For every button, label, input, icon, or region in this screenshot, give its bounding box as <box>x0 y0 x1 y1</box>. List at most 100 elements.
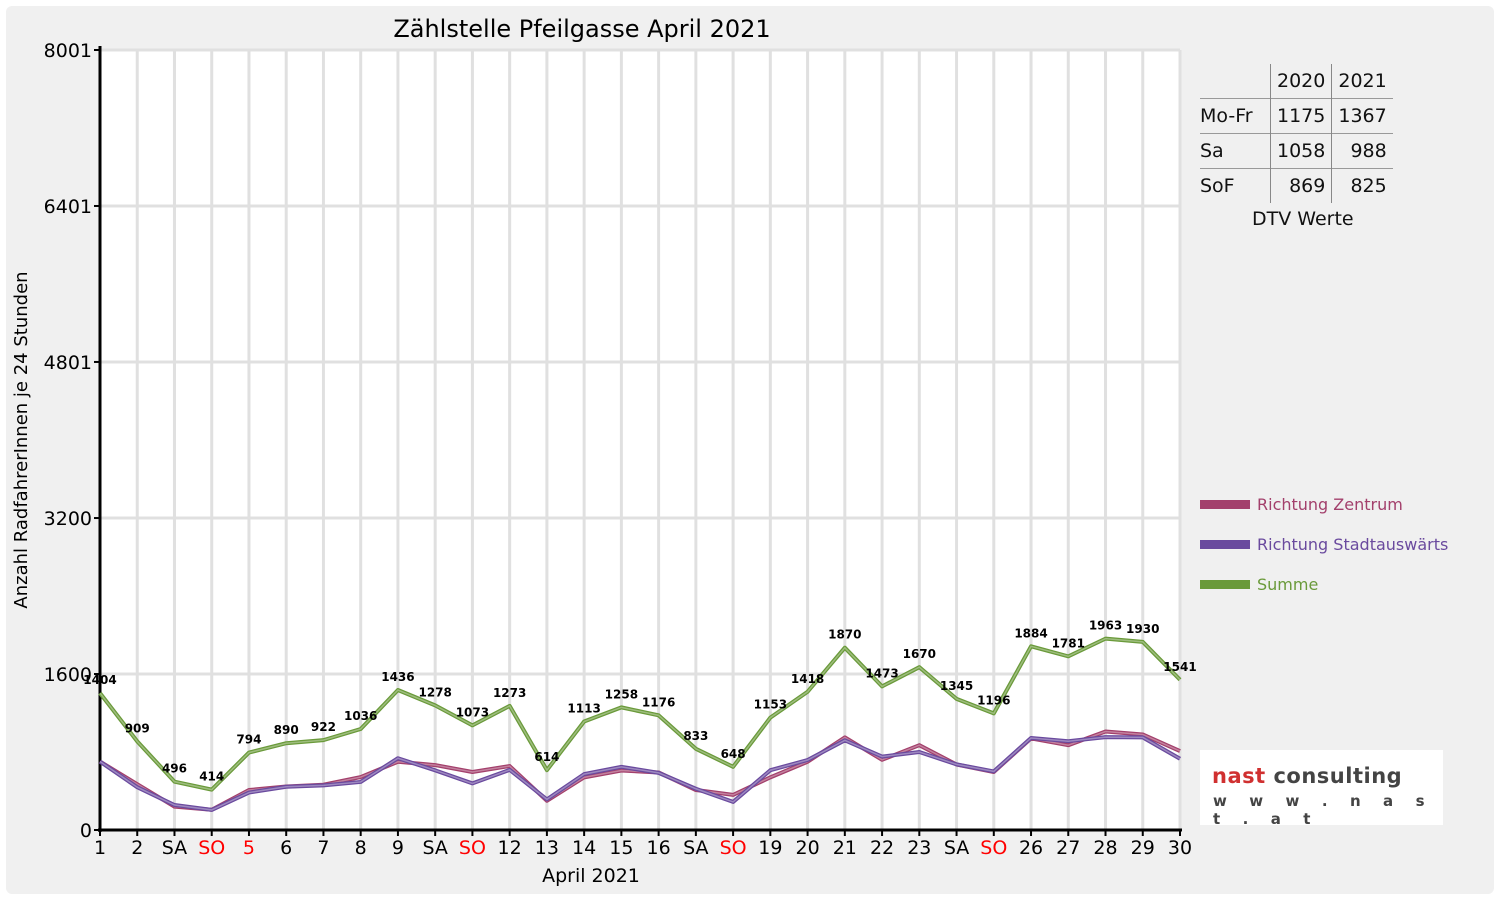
data-label: 922 <box>311 720 336 734</box>
logo-text-nast: nast <box>1212 764 1266 788</box>
data-label: 1670 <box>903 647 936 661</box>
y-axis-title: Anzahl RadfahrerInnen je 24 Stunden <box>11 271 32 608</box>
logo-text-consulting: consulting <box>1273 764 1403 788</box>
y-tick-label: 6401 <box>44 196 92 218</box>
data-label: 1176 <box>642 695 675 709</box>
dtv-cell: 988 <box>1331 133 1393 169</box>
y-tick-label: 0 <box>80 820 92 842</box>
series-line-richtung-stadtausw-rts <box>98 735 1181 812</box>
x-tick-label: 7 <box>317 837 329 859</box>
x-tick-label: 16 <box>647 837 671 859</box>
data-label: 1870 <box>828 628 861 642</box>
dtv-caption: DTV Werte <box>1252 208 1354 230</box>
data-label: 833 <box>683 729 708 743</box>
series-line-summe <box>98 636 1182 792</box>
legend-item-zentrum: Richtung Zentrum <box>1200 495 1403 514</box>
dtv-header-2021: 2021 <box>1331 64 1393 99</box>
x-tick-label: 19 <box>758 837 782 859</box>
dtv-row: Sa 1058 988 <box>1200 133 1393 169</box>
data-label: 1930 <box>1126 622 1159 636</box>
data-label: 1473 <box>865 666 898 680</box>
dtv-row: Mo-Fr 1175 1367 <box>1200 98 1393 134</box>
data-label: 909 <box>125 721 150 735</box>
data-label: 1153 <box>754 698 787 712</box>
data-label: 1963 <box>1089 619 1122 633</box>
dtv-header-2020: 2020 <box>1269 64 1332 99</box>
legend-swatch <box>1200 580 1250 589</box>
dtv-cell: 825 <box>1331 168 1393 203</box>
legend-label: Summe <box>1257 575 1319 594</box>
logo-url: w w w . n a s t . a t <box>1213 792 1434 828</box>
legend-item-stadtauswaerts: Richtung Stadtauswärts <box>1200 535 1448 554</box>
x-tick-label: SA <box>162 837 187 859</box>
dtv-row: SoF 869 825 <box>1200 168 1393 203</box>
data-label: 496 <box>162 762 187 776</box>
data-label: 648 <box>721 747 746 761</box>
dtv-cell: 1367 <box>1331 98 1393 134</box>
y-tick-label: 1600 <box>44 664 92 686</box>
series-line-highlight <box>99 736 1181 811</box>
y-tick-label: 4801 <box>44 352 92 374</box>
x-tick-label: 28 <box>1093 837 1117 859</box>
data-label: 1258 <box>605 687 638 701</box>
x-axis-title: April 2021 <box>542 865 640 887</box>
x-tick-label: 15 <box>609 837 633 859</box>
nast-consulting-logo: nast consulting w w w . n a s t . a t <box>1200 750 1443 828</box>
data-label: 1781 <box>1052 636 1085 650</box>
x-tick-label: 12 <box>498 837 522 859</box>
x-tick-label: 14 <box>572 837 596 859</box>
x-tick-label: 23 <box>907 837 931 859</box>
x-tick-label: SA <box>944 837 969 859</box>
legend-label: Richtung Stadtauswärts <box>1257 535 1449 554</box>
x-tick-label: 21 <box>833 837 857 859</box>
x-tick-label: 22 <box>870 837 894 859</box>
series-line-highlight <box>99 637 1181 791</box>
data-label: 1884 <box>1014 626 1047 640</box>
data-label: 1273 <box>493 686 526 700</box>
dtv-header-row: 2020 2021 <box>1200 64 1393 99</box>
legend-swatch <box>1200 500 1250 509</box>
x-tick-label: 1 <box>94 837 106 859</box>
data-label: 1196 <box>977 693 1010 707</box>
dtv-cell: 869 <box>1269 168 1332 203</box>
x-tick-label: 20 <box>795 837 819 859</box>
x-tick-label: 6 <box>280 837 292 859</box>
data-label: 1036 <box>344 709 377 723</box>
data-label: 1418 <box>791 672 824 686</box>
legend-swatch <box>1200 540 1250 549</box>
x-tick-label: 13 <box>535 837 559 859</box>
data-label: 1113 <box>567 701 600 715</box>
y-tick-label: 3200 <box>44 508 92 530</box>
x-tick-label: SO <box>459 837 486 859</box>
x-tick-label: 5 <box>243 837 255 859</box>
x-tick-label: 27 <box>1056 837 1080 859</box>
x-tick-label: 8 <box>355 837 367 859</box>
data-label: 1541 <box>1163 660 1196 674</box>
data-label: 1345 <box>940 679 973 693</box>
data-label: 794 <box>236 733 261 747</box>
dtv-row-label: SoF <box>1200 168 1271 203</box>
data-label: 1404 <box>83 673 116 687</box>
data-label: 890 <box>274 723 299 737</box>
chart-title: Zählstelle Pfeilgasse April 2021 <box>393 15 770 43</box>
data-label: 1436 <box>381 670 414 684</box>
data-label: 414 <box>199 770 224 784</box>
x-tick-label: 29 <box>1131 837 1155 859</box>
data-label: 1073 <box>456 705 489 719</box>
legend-label: Richtung Zentrum <box>1257 495 1403 514</box>
dtv-row-label: Mo-Fr <box>1200 98 1271 134</box>
x-tick-label: 2 <box>131 837 143 859</box>
x-tick-label: SO <box>720 837 747 859</box>
data-label: 614 <box>534 750 559 764</box>
x-tick-label: 9 <box>392 837 404 859</box>
x-tick-label: 30 <box>1168 837 1192 859</box>
y-tick-label: 8001 <box>44 40 92 62</box>
dtv-table: 2020 2021 Mo-Fr 1175 1367 Sa 1058 988 So… <box>1200 64 1393 203</box>
dtv-cell: 1175 <box>1269 98 1332 134</box>
data-label: 1278 <box>418 685 451 699</box>
x-tick-label: SO <box>980 837 1007 859</box>
x-tick-label: SO <box>198 837 225 859</box>
dtv-cell: 1058 <box>1269 133 1332 169</box>
x-tick-label: 26 <box>1019 837 1043 859</box>
